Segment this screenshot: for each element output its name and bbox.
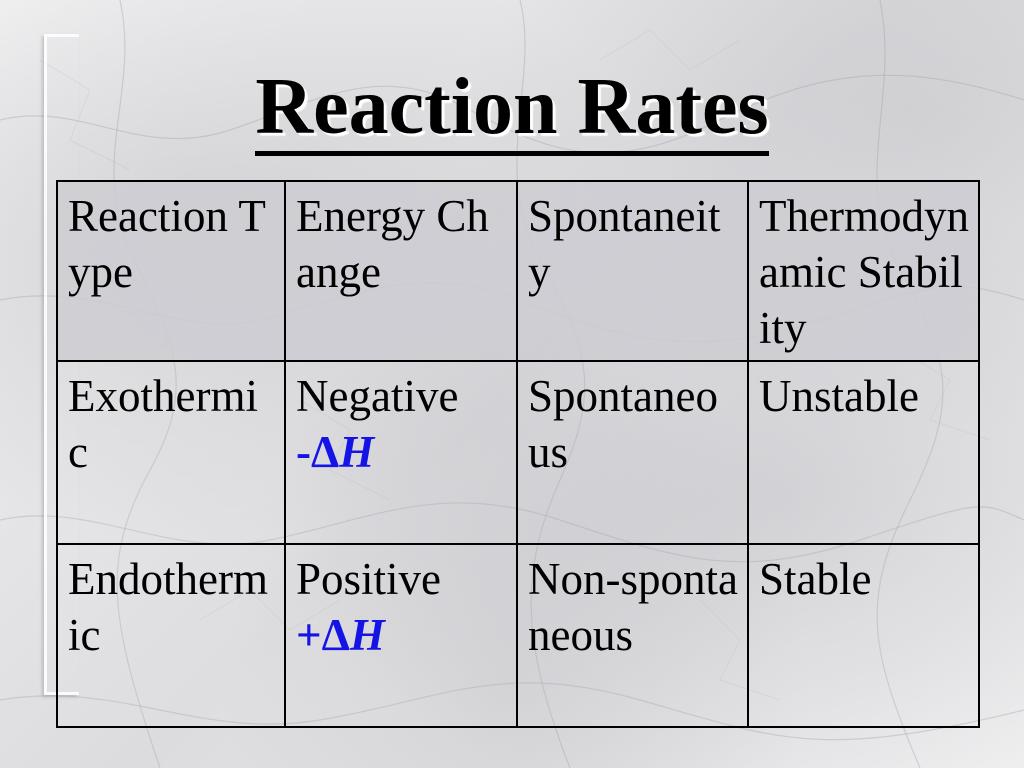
cell-energy-change: Negative -ΔH	[284, 360, 518, 545]
delta-symbol: Δ	[321, 610, 350, 660]
cell-stability: Unstable	[747, 360, 980, 545]
delta-variable: H	[339, 427, 375, 477]
cell-spontaneity: Non-spontaneous	[516, 543, 749, 728]
header-energy-change: Energy Change	[284, 180, 518, 362]
delta-sign: +	[296, 610, 322, 660]
cell-spontaneity: Spontaneous	[516, 360, 749, 545]
cell-reaction-type: Endothermic	[56, 543, 286, 728]
header-reaction-type: Reaction Type	[56, 180, 286, 362]
energy-change-text: Positive	[296, 554, 442, 604]
energy-change-text: Negative	[296, 371, 459, 421]
delta-sign: -	[296, 427, 311, 477]
header-stability: Thermodynamic Stability	[747, 180, 980, 362]
reaction-table: Reaction Type Energy Change Spontaneity …	[56, 180, 980, 728]
table-row: Exothermic Negative -ΔH Spontaneous Unst…	[56, 360, 980, 545]
table-row: Endothermic Positive +ΔH Non-spontaneous…	[56, 543, 980, 728]
cell-reaction-type: Exothermic	[56, 360, 286, 545]
cell-energy-change: Positive +ΔH	[284, 543, 518, 728]
delta-symbol: Δ	[311, 427, 340, 477]
table-header-row: Reaction Type Energy Change Spontaneity …	[56, 180, 980, 362]
cell-stability: Stable	[747, 543, 980, 728]
delta-variable: H	[349, 610, 385, 660]
header-spontaneity: Spontaneity	[516, 180, 749, 362]
slide-title: Reaction Rates	[0, 52, 1024, 162]
